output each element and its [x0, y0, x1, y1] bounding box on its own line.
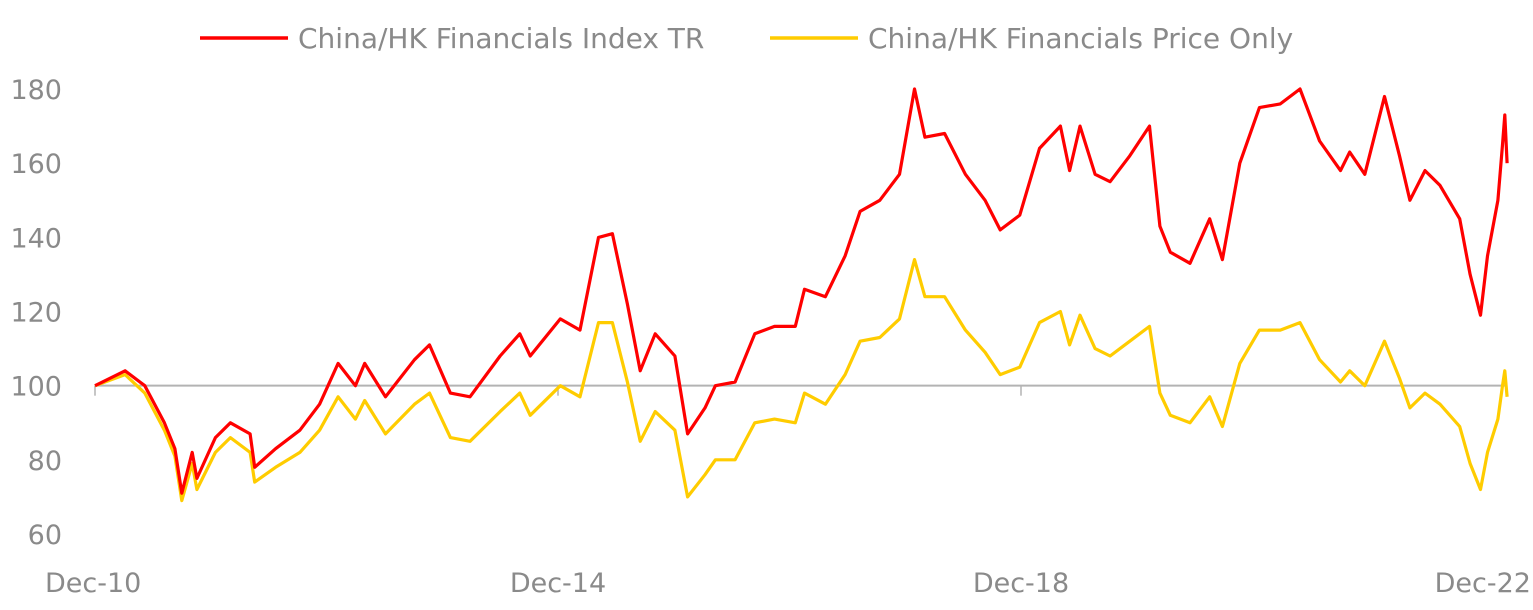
- y-tick-label: 100: [10, 372, 62, 403]
- x-tick-label: Dec-18: [973, 568, 1069, 599]
- x-tick-label: Dec-14: [510, 568, 606, 599]
- y-tick-label: 120: [10, 298, 62, 329]
- y-tick-label: 160: [10, 149, 62, 180]
- legend-label-tr: China/HK Financials Index TR: [298, 22, 704, 55]
- series-line-index-tr: [94, 87, 1509, 495]
- series-line-price-only: [94, 258, 1509, 503]
- legend-label-price: China/HK Financials Price Only: [868, 22, 1293, 55]
- y-tick-label: 180: [10, 75, 62, 106]
- y-tick-label: 140: [10, 223, 62, 254]
- legend: China/HK Financials Index TR China/HK Fi…: [200, 22, 1293, 55]
- y-tick-label: 60: [28, 520, 62, 551]
- x-tick-label: Dec-22: [1435, 568, 1531, 599]
- y-tick-label: 80: [28, 446, 62, 477]
- x-tick-label: Dec-10: [45, 568, 141, 599]
